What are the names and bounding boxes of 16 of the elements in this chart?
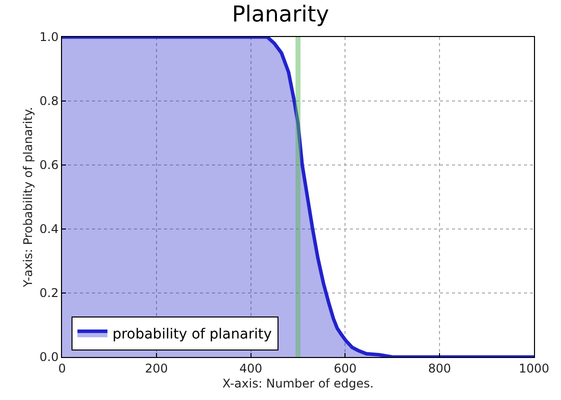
y-tick-label: 1.0 (40, 30, 59, 44)
x-tick-label: 800 (428, 361, 452, 376)
x-tick-label: 0 (58, 361, 66, 376)
x-tick-label: 400 (239, 361, 262, 376)
x-tick-label: 200 (144, 361, 168, 376)
y-axis-title: Y-axis: Probability of planarity. (20, 106, 35, 288)
x-tick-label: 1000 (518, 361, 550, 376)
y-tick-label: 0.0 (40, 350, 59, 364)
chart-title: Planarity (232, 2, 330, 28)
x-axis-title: X-axis: Number of edges. (222, 376, 374, 390)
y-tick-label: 0.4 (40, 222, 59, 236)
y-tick-label: 0.8 (40, 94, 59, 108)
legend-label: probability of planarity (112, 326, 272, 343)
x-tick-label: 600 (334, 361, 357, 376)
y-tick-label: 0.2 (40, 286, 59, 300)
y-tick-label: 0.6 (40, 158, 59, 172)
